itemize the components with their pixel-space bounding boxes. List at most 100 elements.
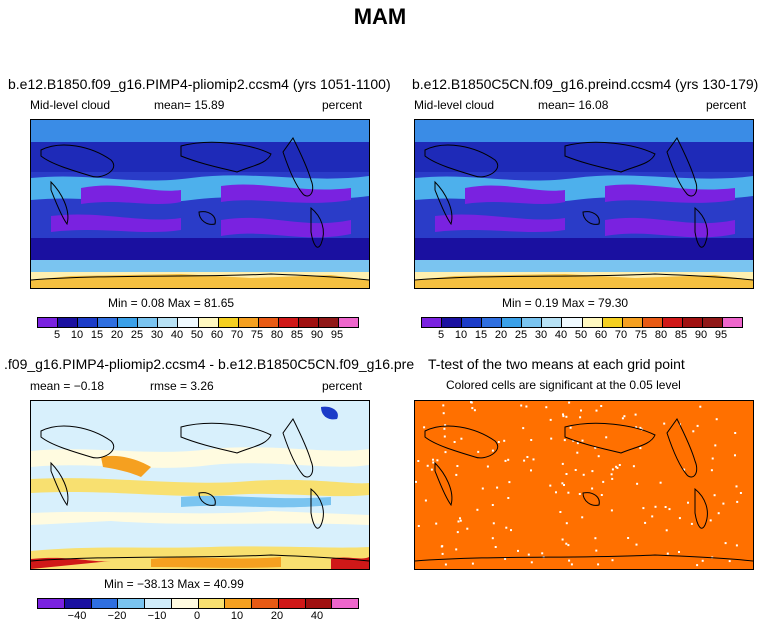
insignificant-cell [496, 486, 499, 489]
panel2-mean: mean= 16.08 [538, 98, 609, 112]
colorbar-swatch [38, 318, 58, 327]
insignificant-cell [481, 487, 484, 490]
insignificant-cell [597, 563, 600, 566]
colorbar-swatch [701, 318, 722, 327]
insignificant-cell [644, 521, 647, 524]
colorbar-swatch [38, 599, 64, 608]
panel1-mean: mean= 15.89 [154, 98, 225, 112]
colorbar-tick-label: 85 [674, 329, 688, 341]
insignificant-cell [594, 446, 597, 449]
panel1-map [30, 119, 370, 289]
panel3-colorbar [37, 598, 359, 609]
insignificant-cell [709, 519, 712, 522]
insignificant-cell [491, 504, 494, 506]
insignificant-cell [591, 470, 594, 473]
insignificant-cell [572, 439, 575, 442]
insignificant-cell [494, 546, 497, 548]
insignificant-cell [581, 439, 584, 442]
insignificant-cell [569, 426, 572, 429]
insignificant-cell [532, 458, 535, 461]
insignificant-cell [711, 457, 714, 460]
insignificant-cell [651, 515, 654, 518]
insignificant-cell [442, 412, 445, 415]
insignificant-cell [471, 562, 474, 565]
colorbar-swatch [197, 318, 218, 327]
panel3-mean: mean = −0.18 [30, 379, 105, 393]
insignificant-cell [600, 405, 603, 407]
colorbar-tick-label: 10 [230, 610, 244, 622]
colorbar-tick-label: 80 [654, 329, 668, 341]
insignificant-cell [441, 552, 444, 555]
colorbar-tick-label: −10 [147, 610, 167, 622]
colorbar-tick-label: 60 [210, 329, 224, 341]
insignificant-cell [565, 473, 568, 475]
insignificant-cell [678, 517, 681, 520]
colorbar-swatch [661, 318, 682, 327]
insignificant-cell [611, 468, 614, 471]
colorbar-swatch [601, 318, 622, 327]
insignificant-cell [576, 442, 579, 445]
panel2-map-plot [415, 120, 753, 288]
insignificant-cell [690, 522, 693, 525]
panel2-variable-label: Mid-level cloud [414, 98, 495, 112]
panel2-minmax: Min = 0.19 Max = 79.30 [502, 296, 629, 310]
insignificant-cell [687, 501, 689, 504]
insignificant-cell [504, 557, 507, 560]
insignificant-cell [505, 526, 508, 529]
colorbar-swatch [581, 318, 602, 327]
panel2-map [414, 119, 754, 289]
figure-title: MAM [353, 4, 407, 29]
colorbar-tick-label: −20 [107, 610, 127, 622]
panel2-units: percent [706, 98, 747, 112]
insignificant-cell [735, 544, 738, 547]
colorbar-tick-label: 15 [90, 329, 104, 341]
insignificant-cell [692, 430, 695, 433]
colorbar-tick-label: 80 [270, 329, 284, 341]
panel2-title: b.e12.B1850C5CN.f09_g16.preind.ccsm4 (yr… [412, 76, 759, 92]
insignificant-cell [594, 537, 597, 540]
insignificant-cell [616, 466, 619, 469]
insignificant-cell [634, 413, 637, 416]
colorbar-swatch [681, 318, 702, 327]
insignificant-cell [611, 559, 614, 562]
insignificant-cell [430, 468, 433, 471]
insignificant-cell [591, 487, 594, 490]
colorbar-swatch [721, 318, 742, 327]
insignificant-cell [549, 484, 552, 487]
colorbar-tick-label: 25 [514, 329, 528, 341]
insignificant-cell [504, 459, 507, 462]
insignificant-cell [456, 531, 459, 534]
insignificant-cell [497, 441, 500, 443]
insignificant-cell [696, 564, 699, 567]
insignificant-cell [549, 418, 552, 421]
insignificant-cell [444, 424, 447, 427]
insignificant-cell [491, 537, 494, 540]
colorbar-tick-label: 10 [454, 329, 468, 341]
insignificant-cell [578, 493, 581, 495]
insignificant-cell [530, 561, 533, 564]
insignificant-cell [443, 427, 446, 430]
colorbar-swatch [57, 318, 78, 327]
colorbar-swatch [561, 318, 582, 327]
insignificant-cell [457, 520, 460, 523]
insignificant-cell [576, 451, 579, 454]
insignificant-cell [595, 409, 598, 412]
insignificant-cell [611, 477, 614, 480]
colorbar-swatch [641, 318, 662, 327]
colorbar-tick-label: 40 [554, 329, 568, 341]
insignificant-cell [417, 460, 420, 462]
insignificant-cell [715, 418, 718, 421]
insignificant-cell [610, 473, 613, 476]
insignificant-cell [663, 422, 666, 425]
colorbar-swatch [77, 318, 98, 327]
insignificant-cell [443, 435, 446, 438]
insignificant-cell [435, 522, 438, 525]
colorbar-tick-label: 50 [574, 329, 588, 341]
colorbar-swatch [441, 318, 462, 327]
panel3-map [30, 400, 370, 570]
panel4-subtitle: Colored cells are significant at the 0.0… [446, 378, 681, 392]
insignificant-cell [739, 492, 742, 494]
insignificant-cell [728, 560, 731, 563]
insignificant-cell [455, 548, 458, 551]
colorbar-tick-label: −40 [67, 610, 87, 622]
